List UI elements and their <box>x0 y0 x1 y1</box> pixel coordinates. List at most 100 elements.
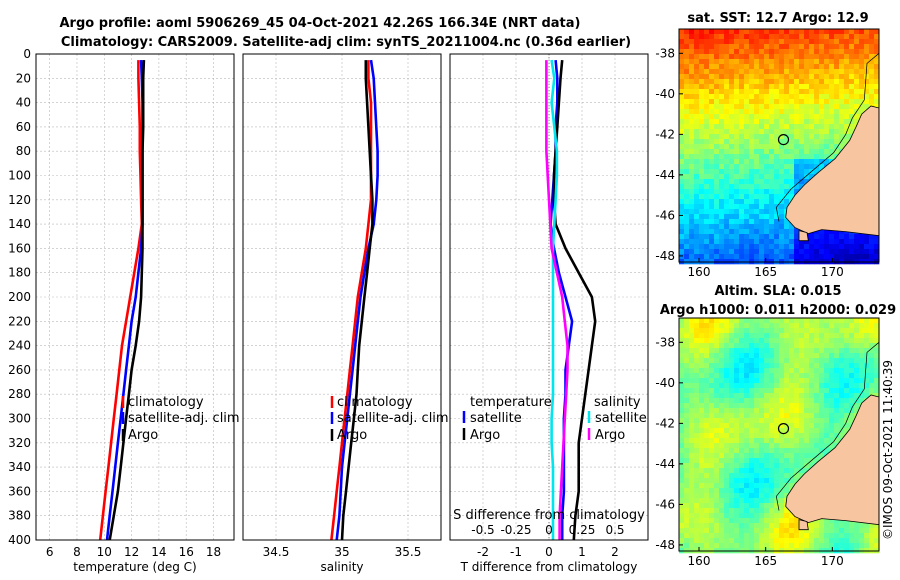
heat-cell <box>769 383 775 389</box>
heat-cell <box>874 89 880 95</box>
heat-cell <box>759 239 765 245</box>
heat-cell <box>754 209 760 215</box>
heat-cell <box>709 64 715 70</box>
heat-cell <box>689 373 695 379</box>
heat-cell <box>754 179 760 185</box>
heat-cell <box>824 119 830 125</box>
heat-cell <box>724 488 730 494</box>
heat-cell <box>679 184 685 190</box>
heat-cell <box>779 129 785 135</box>
heat-cell <box>829 363 835 369</box>
heat-cell <box>739 513 745 519</box>
heat-cell <box>684 378 690 384</box>
heat-cell <box>864 383 870 389</box>
heat-cell <box>769 199 775 205</box>
heat-cell <box>799 538 805 544</box>
heat-cell <box>784 493 790 499</box>
heat-cell <box>799 179 805 185</box>
heat-cell <box>769 358 775 364</box>
heat-cell <box>844 408 850 414</box>
heat-cell <box>719 498 725 504</box>
heat-cell <box>844 39 850 45</box>
heat-cell <box>734 408 740 414</box>
heat-cell <box>799 79 805 85</box>
heat-cell <box>749 523 755 529</box>
heat-cell <box>844 403 850 409</box>
heat-cell <box>714 134 720 140</box>
heat-cell <box>759 29 765 35</box>
heat-cell <box>789 383 795 389</box>
heat-cell <box>784 144 790 150</box>
heat-cell <box>714 139 720 145</box>
heat-cell <box>709 413 715 419</box>
heat-cell <box>854 239 860 245</box>
heat-cell <box>874 234 880 240</box>
heat-cell <box>689 368 695 374</box>
heat-cell <box>709 99 715 105</box>
heat-cell <box>724 114 730 120</box>
heat-cell <box>839 69 845 75</box>
heat-cell <box>689 508 695 514</box>
heat-cell <box>809 328 815 334</box>
heat-cell <box>854 59 860 65</box>
heat-cell <box>774 59 780 65</box>
heat-cell <box>789 373 795 379</box>
heat-cell <box>859 29 865 35</box>
heat-cell <box>789 393 795 399</box>
heat-cell <box>824 338 830 344</box>
heat-cell <box>694 498 700 504</box>
heat-cell <box>724 318 730 324</box>
heat-cell <box>794 328 800 334</box>
heat-cell <box>754 523 760 529</box>
heat-cell <box>689 224 695 230</box>
y-tick-label: 160 <box>8 241 31 255</box>
heat-cell <box>694 54 700 60</box>
salinity-panel: 34.5 35 35.5 salinity climatology satellit… <box>242 53 449 574</box>
heat-cell <box>769 84 775 90</box>
legend-label-t-argo: Argo <box>470 428 500 443</box>
x-tick-label: -1 <box>510 545 522 559</box>
heat-cell <box>774 448 780 454</box>
heat-cell <box>784 323 790 329</box>
heat-cell <box>714 114 720 120</box>
heat-cell <box>739 49 745 55</box>
heat-cell <box>829 74 835 80</box>
heat-cell <box>694 229 700 235</box>
heat-cell <box>819 438 825 444</box>
heat-cell <box>699 518 705 524</box>
heat-cell <box>824 244 830 250</box>
heat-cell <box>699 508 705 514</box>
heat-cell <box>829 129 835 135</box>
heat-cell <box>749 54 755 60</box>
heat-cell <box>694 533 700 539</box>
heat-cell <box>724 124 730 130</box>
heat-cell <box>724 209 730 215</box>
heat-cell <box>734 59 740 65</box>
heat-cell <box>679 179 685 185</box>
heat-cell <box>694 114 700 120</box>
heat-cell <box>779 428 785 434</box>
heat-cell <box>859 393 865 399</box>
heat-cell <box>729 458 735 464</box>
y-tick-label: 0 <box>23 47 31 61</box>
heat-cell <box>844 69 850 75</box>
heat-cell <box>694 29 700 35</box>
heat-cell <box>789 473 795 479</box>
heat-cell <box>839 403 845 409</box>
heat-cell <box>854 89 860 95</box>
heat-cell <box>844 59 850 65</box>
heat-cell <box>809 523 815 529</box>
heat-cell <box>694 34 700 40</box>
heat-cell <box>719 119 725 125</box>
heat-cell <box>694 89 700 95</box>
heat-cell <box>734 84 740 90</box>
heat-cell <box>734 498 740 504</box>
heat-cell <box>744 224 750 230</box>
heat-cell <box>809 418 815 424</box>
heat-cell <box>784 149 790 155</box>
heat-cell <box>709 189 715 195</box>
heat-cell <box>824 104 830 110</box>
heat-cell <box>869 383 875 389</box>
heat-cell <box>789 69 795 75</box>
heat-cell <box>729 34 735 40</box>
